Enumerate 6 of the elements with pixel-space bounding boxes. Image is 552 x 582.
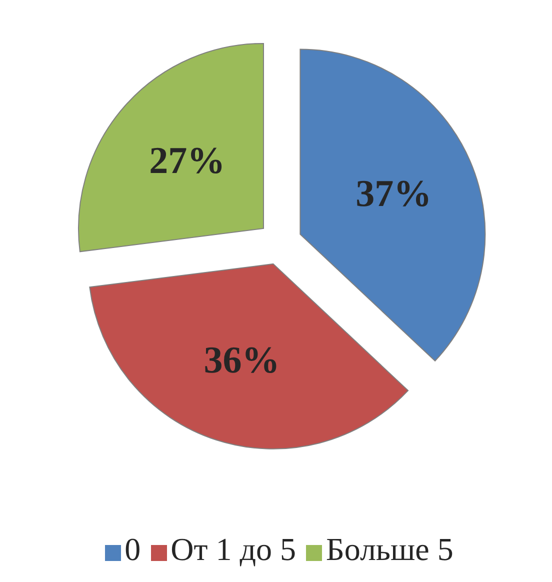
legend-label: От 1 до 5 xyxy=(170,531,296,567)
data-label: 36% xyxy=(204,340,280,382)
legend-label: 0 xyxy=(124,531,141,567)
data-label: 27% xyxy=(149,140,226,182)
legend-label: Больше 5 xyxy=(326,531,454,567)
data-label: 37% xyxy=(356,172,432,215)
